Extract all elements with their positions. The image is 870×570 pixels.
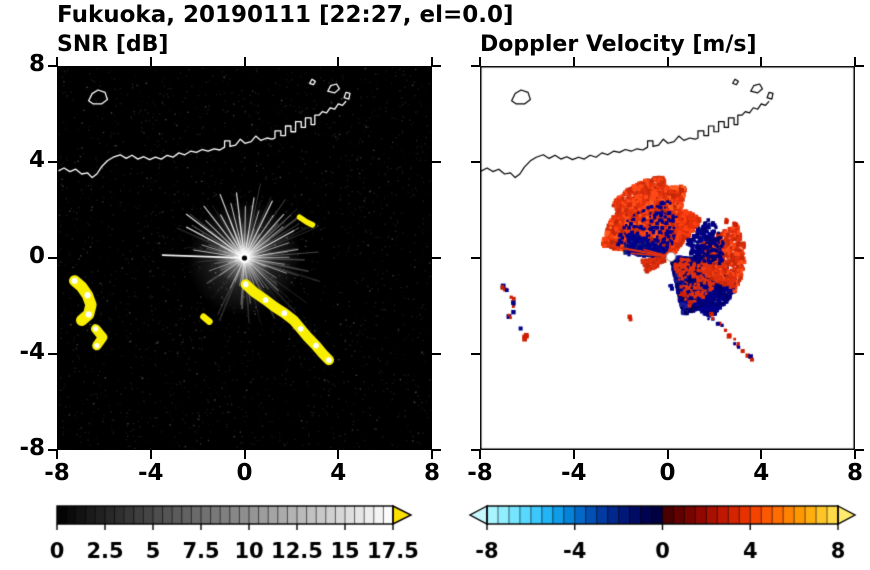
axis-tick [56, 450, 58, 459]
y-tick-label: -8 [19, 435, 45, 461]
x-tick-label: 8 [846, 460, 863, 486]
axis-tick [855, 449, 864, 451]
x-tick-label: -8 [467, 460, 493, 486]
axis-tick [337, 450, 340, 459]
axis-tick [471, 257, 480, 259]
axis-tick [855, 257, 864, 259]
axis-tick [48, 257, 57, 259]
axis-tick [432, 257, 441, 259]
y-tick-label: 4 [28, 147, 45, 173]
axis-tick [479, 57, 481, 66]
axis-tick [48, 161, 57, 163]
x-tick-label: -4 [560, 460, 587, 486]
x-tick-label: 4 [330, 460, 347, 486]
axis-tick [666, 57, 669, 66]
axis-tick [243, 450, 246, 459]
axis-tick [854, 57, 856, 66]
snr-colorbar [45, 502, 425, 564]
figure-title: Fukuoka, 20190111 [22:27, el=0.0] [57, 2, 514, 28]
y-tick-label: 0 [28, 243, 45, 269]
axis-tick [666, 450, 669, 459]
axis-tick [855, 65, 864, 67]
axis-tick [854, 450, 856, 459]
x-tick-label: -8 [44, 460, 70, 486]
y-tick-label: -4 [19, 339, 45, 365]
axis-tick [243, 57, 246, 66]
axis-tick [48, 65, 57, 67]
axis-tick [479, 450, 481, 459]
axis-tick [432, 353, 441, 355]
axis-tick [337, 57, 340, 66]
axis-tick [56, 57, 58, 66]
axis-tick [760, 450, 763, 459]
x-tick-label: -4 [137, 460, 164, 486]
axis-tick [855, 353, 864, 355]
axis-tick [572, 57, 575, 66]
axis-tick [855, 161, 864, 163]
x-tick-label: 0 [659, 460, 676, 486]
doppler-colorbar [454, 502, 870, 564]
axis-tick [471, 161, 480, 163]
snr-ppi-plot [57, 66, 432, 450]
doppler-ppi-plot [480, 66, 855, 450]
x-tick-label: 0 [236, 460, 253, 486]
axis-tick [149, 57, 152, 66]
snr-panel-title: SNR [dB] [57, 32, 169, 57]
axis-tick [432, 449, 441, 451]
axis-tick [760, 57, 763, 66]
axis-tick [431, 450, 433, 459]
axis-tick [572, 450, 575, 459]
axis-tick [48, 449, 57, 451]
doppler-panel-title: Doppler Velocity [m/s] [480, 32, 757, 57]
axis-tick [432, 65, 441, 67]
axis-tick [432, 161, 441, 163]
axis-tick [471, 353, 480, 355]
axis-tick [471, 449, 480, 451]
y-tick-label: 8 [28, 51, 45, 77]
axis-tick [431, 57, 433, 66]
axis-tick [149, 450, 152, 459]
x-tick-label: 4 [753, 460, 770, 486]
axis-tick [471, 65, 480, 67]
x-tick-label: 8 [423, 460, 440, 486]
axis-tick [48, 353, 57, 355]
